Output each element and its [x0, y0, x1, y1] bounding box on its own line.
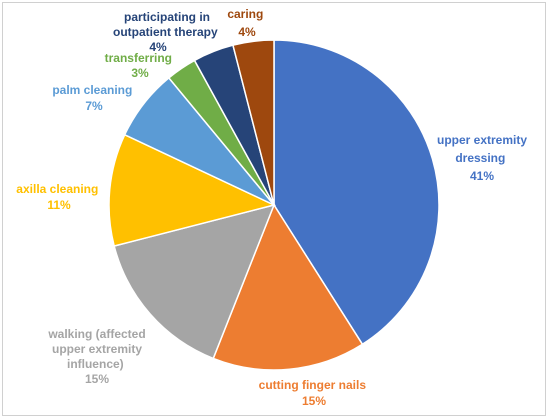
label-caring: caring 4%: [227, 7, 266, 39]
label-cutting-finger-nails: cutting finger nails 15%: [259, 378, 370, 408]
label-axilla-cleaning: axilla cleaning 11%: [16, 182, 101, 212]
label-palm-cleaning: palm cleaning 7%: [52, 83, 135, 113]
label-walking: walking (affected upper extremity influenc…: [47, 327, 145, 386]
label-upper-extremity-dressing: upper extremity dressing 41%: [437, 133, 527, 183]
pie-slices: [108, 39, 440, 371]
label-participating-in-outpatient-therapy: participating in outpatient therapy 4%: [113, 10, 221, 54]
pie-slice-cutting-finger-nails: [212, 203, 364, 371]
pie-labels: upper extremity dressing 41% cutting fing…: [16, 7, 527, 408]
pie-slice-caring: [232, 39, 275, 206]
label-transferring: transferring 3%: [105, 51, 176, 80]
pie-slice-axilla-cleaning: [108, 133, 277, 247]
pie-slice-walking-affected-upper-extremity-influence: [113, 203, 276, 360]
pie-slice-upper-extremity-dressing: [273, 39, 440, 346]
